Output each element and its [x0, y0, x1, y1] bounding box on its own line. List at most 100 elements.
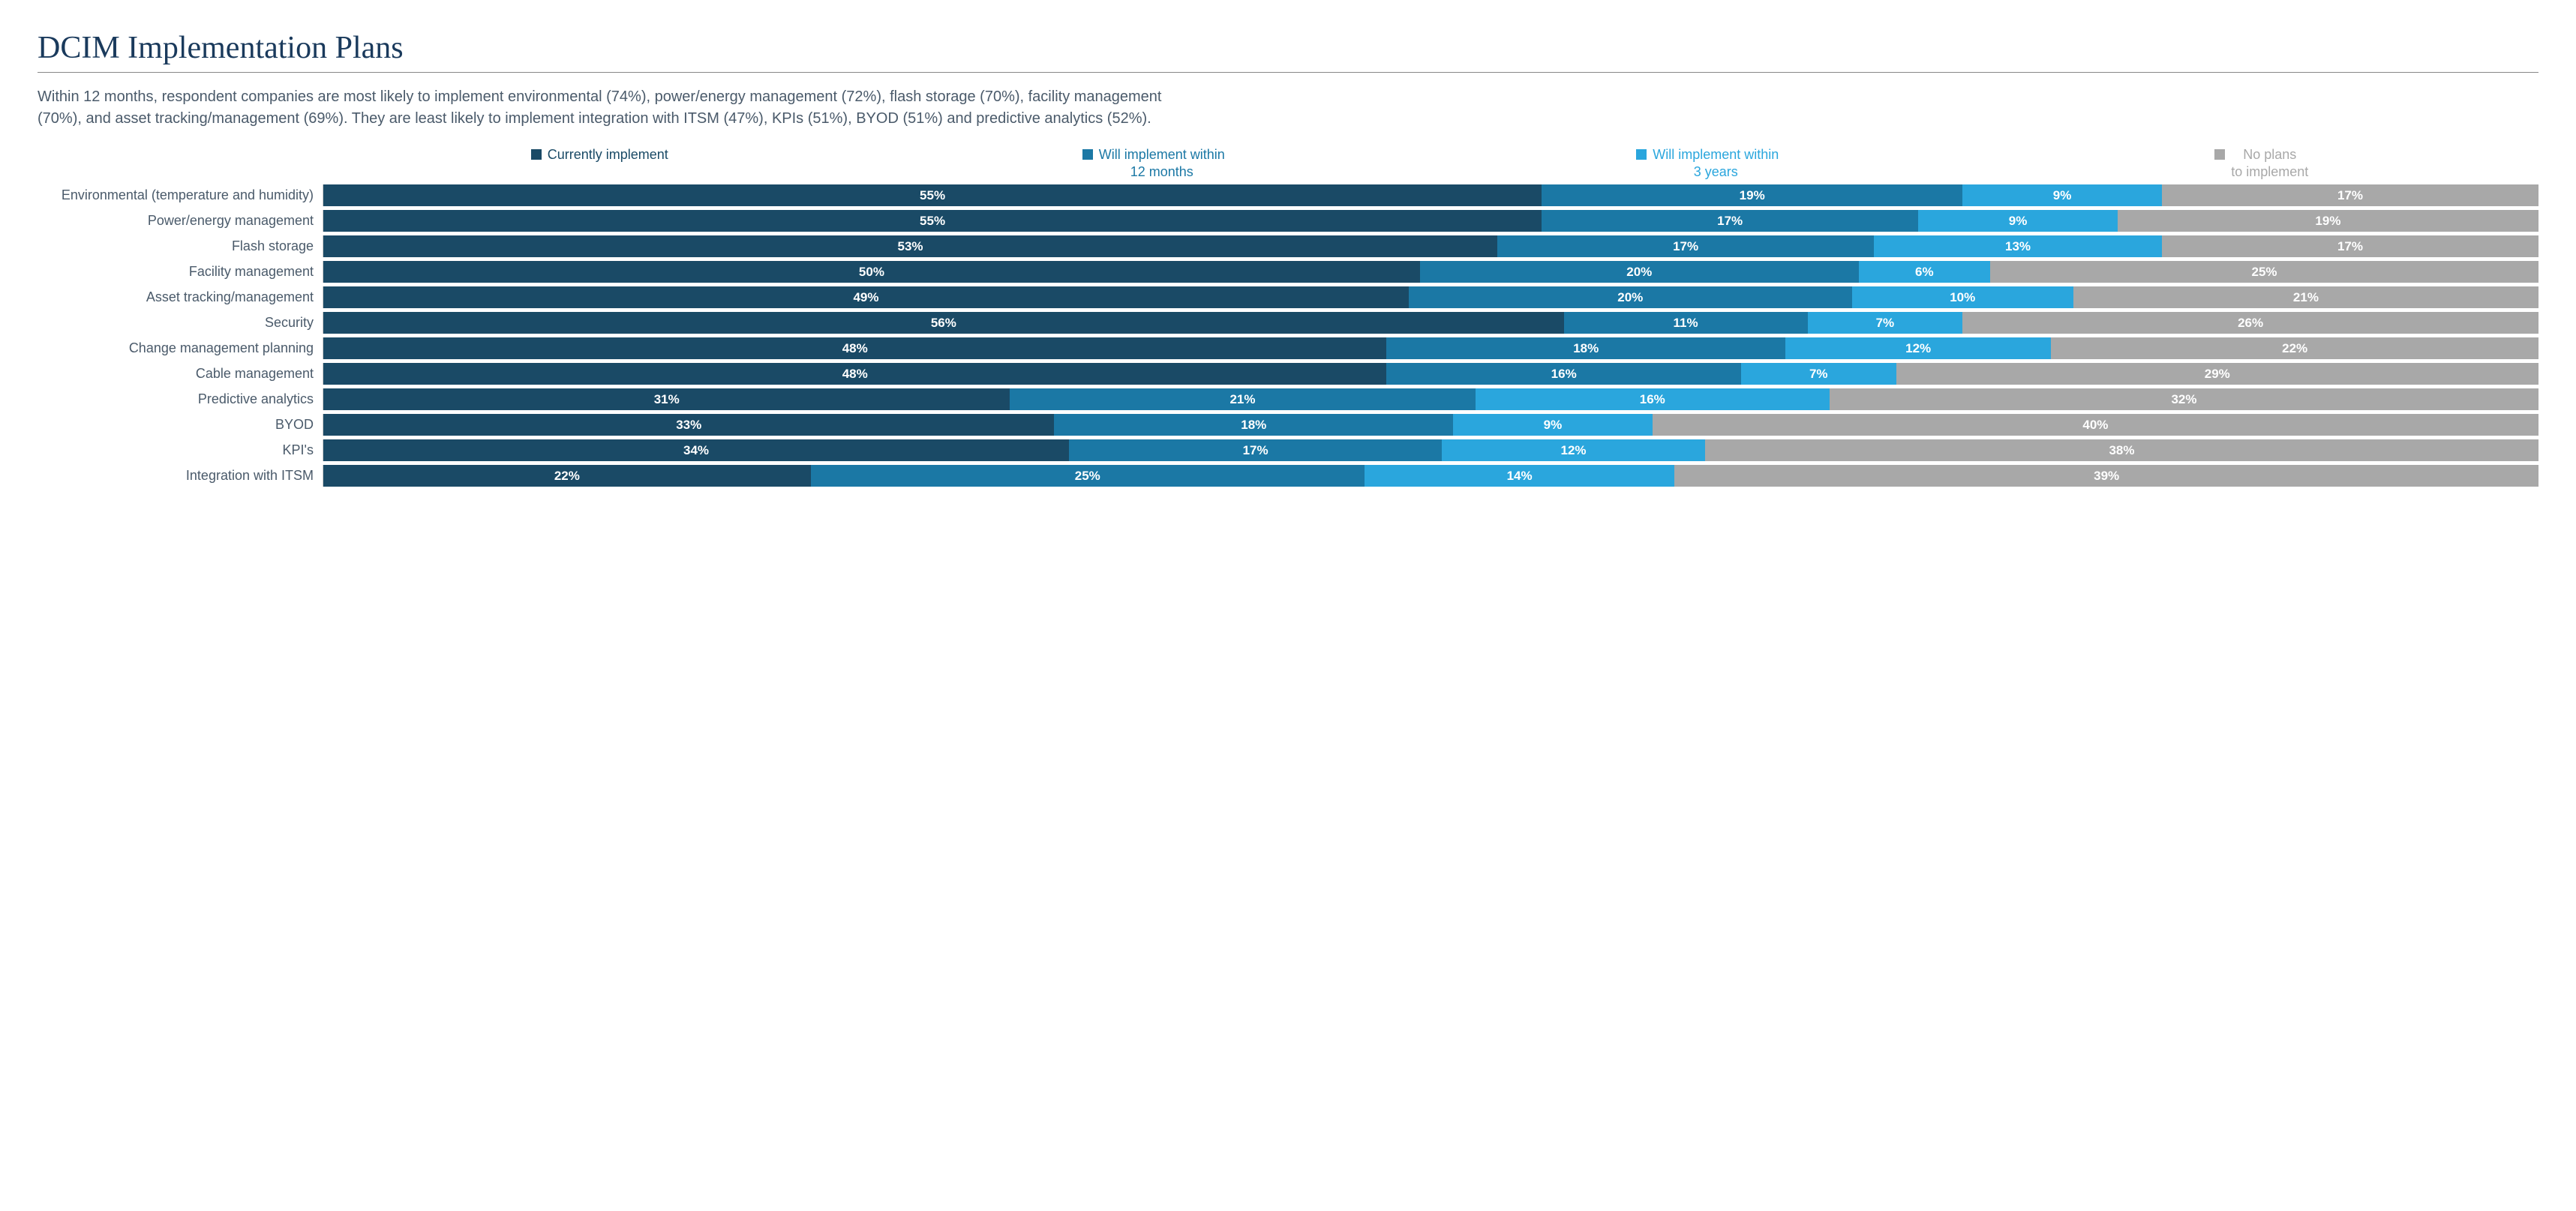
row-label: Predictive analytics [38, 388, 323, 410]
chart-row: BYOD33%18%9%40% [38, 414, 2538, 436]
bar-segment: 55% [323, 210, 1542, 232]
bar-segment: 16% [1476, 388, 1830, 410]
chart-row: Power/energy management55%17%9%19% [38, 210, 2538, 232]
bar-track: 33%18%9%40% [323, 414, 2538, 436]
legend-label: No plansto implement [2231, 146, 2308, 180]
chart-row: KPI's34%17%12%38% [38, 439, 2538, 461]
bar-track: 34%17%12%38% [323, 439, 2538, 461]
legend-label: Will implement within3 years [1653, 146, 1779, 180]
bar-segment: 9% [1918, 210, 2118, 232]
bar-segment: 13% [1874, 235, 2162, 257]
bar-segment: 25% [811, 465, 1365, 487]
bar-segment: 29% [1896, 363, 2538, 385]
bar-segment: 48% [323, 363, 1386, 385]
bar-segment: 21% [2073, 286, 2538, 308]
chart-row: Integration with ITSM22%25%14%39% [38, 465, 2538, 487]
bar-track: 50%20%6%25% [323, 261, 2538, 283]
bar-segment: 10% [1852, 286, 2073, 308]
legend-item: Will implement within12 months [877, 146, 1431, 180]
bar-segment: 18% [1054, 414, 1453, 436]
row-label: Integration with ITSM [38, 465, 323, 487]
bar-segment: 38% [1705, 439, 2538, 461]
row-label: Asset tracking/management [38, 286, 323, 308]
bar-segment: 32% [1830, 388, 2538, 410]
bar-track: 31%21%16%32% [323, 388, 2538, 410]
bar-segment: 17% [1542, 210, 1918, 232]
bar-track: 55%19%9%17% [323, 184, 2538, 206]
bar-segment: 9% [1962, 184, 2162, 206]
chart-row: Cable management48%16%7%29% [38, 363, 2538, 385]
bar-segment: 19% [2118, 210, 2538, 232]
legend-item: Will implement within3 years [1431, 146, 1985, 180]
legend-swatch [1636, 149, 1647, 160]
bar-segment: 21% [1010, 388, 1475, 410]
row-label: BYOD [38, 414, 323, 436]
page-title: DCIM Implementation Plans [38, 30, 2538, 73]
chart-row: Change management planning48%18%12%22% [38, 337, 2538, 359]
chart-row: Flash storage53%17%13%17% [38, 235, 2538, 257]
legend-swatch [2214, 149, 2225, 160]
stacked-bar-chart: Environmental (temperature and humidity)… [38, 184, 2538, 487]
bar-segment: 12% [1785, 337, 2051, 359]
chart-row: Environmental (temperature and humidity)… [38, 184, 2538, 206]
bar-track: 56%11%7%26% [323, 312, 2538, 334]
bar-segment: 56% [323, 312, 1564, 334]
bar-segment: 26% [1962, 312, 2538, 334]
bar-segment: 17% [2162, 184, 2538, 206]
legend-label: Currently implement [548, 146, 668, 163]
chart-row: Asset tracking/management49%20%10%21% [38, 286, 2538, 308]
row-label: Change management planning [38, 337, 323, 359]
row-label: Cable management [38, 363, 323, 385]
bar-segment: 31% [323, 388, 1010, 410]
bar-segment: 17% [1497, 235, 1874, 257]
row-label: Flash storage [38, 235, 323, 257]
bar-segment: 53% [323, 235, 1497, 257]
bar-segment: 20% [1420, 261, 1859, 283]
bar-segment: 11% [1564, 312, 1808, 334]
bar-segment: 18% [1386, 337, 1785, 359]
bar-track: 53%17%13%17% [323, 235, 2538, 257]
bar-segment: 49% [323, 286, 1409, 308]
row-label: Power/energy management [38, 210, 323, 232]
bar-track: 48%18%12%22% [323, 337, 2538, 359]
bar-segment: 48% [323, 337, 1386, 359]
row-label: Security [38, 312, 323, 334]
chart-row: Predictive analytics31%21%16%32% [38, 388, 2538, 410]
bar-segment: 6% [1859, 261, 1990, 283]
legend-swatch [531, 149, 542, 160]
bar-segment: 33% [323, 414, 1054, 436]
bar-segment: 16% [1386, 363, 1740, 385]
chart-row: Security56%11%7%26% [38, 312, 2538, 334]
row-label: Facility management [38, 261, 323, 283]
legend-swatch [1082, 149, 1093, 160]
bar-segment: 40% [1653, 414, 2538, 436]
bar-segment: 7% [1808, 312, 1963, 334]
bar-track: 55%17%9%19% [323, 210, 2538, 232]
bar-segment: 17% [2162, 235, 2538, 257]
bar-segment: 22% [2051, 337, 2538, 359]
bar-track: 22%25%14%39% [323, 465, 2538, 487]
bar-segment: 20% [1409, 286, 1852, 308]
legend-label: Will implement within12 months [1099, 146, 1225, 180]
bar-segment: 9% [1453, 414, 1653, 436]
chart-row: Facility management50%20%6%25% [38, 261, 2538, 283]
chart-legend: Currently implement Will implement within… [323, 146, 2538, 180]
bar-segment: 39% [1674, 465, 2538, 487]
bar-segment: 55% [323, 184, 1542, 206]
bar-segment: 12% [1442, 439, 1705, 461]
row-label: KPI's [38, 439, 323, 461]
bar-segment: 14% [1365, 465, 1674, 487]
bar-segment: 7% [1741, 363, 1896, 385]
bar-segment: 22% [323, 465, 811, 487]
legend-item: No plansto implement [1985, 146, 2539, 180]
bar-segment: 19% [1542, 184, 1962, 206]
bar-segment: 50% [323, 261, 1420, 283]
bar-segment: 17% [1069, 439, 1442, 461]
bar-track: 49%20%10%21% [323, 286, 2538, 308]
bar-track: 48%16%7%29% [323, 363, 2538, 385]
legend-item: Currently implement [323, 146, 877, 180]
bar-segment: 25% [1990, 261, 2538, 283]
subtitle-text: Within 12 months, respondent companies a… [38, 86, 1163, 130]
row-label: Environmental (temperature and humidity) [38, 184, 323, 206]
bar-segment: 34% [323, 439, 1069, 461]
